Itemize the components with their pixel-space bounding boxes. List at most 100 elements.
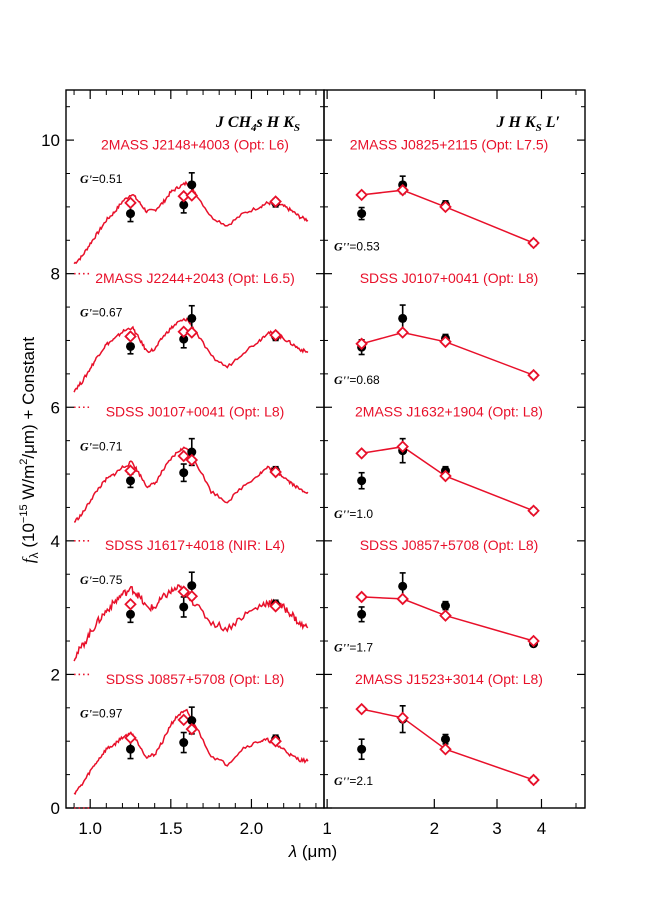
- left-model-magnitude: [177, 449, 190, 463]
- right-stat-value: =0.68: [349, 373, 380, 387]
- right-observed-point: [398, 313, 408, 323]
- left-observed-point: [179, 334, 189, 344]
- left-observed-point: [179, 468, 189, 478]
- left-observed-point: [179, 738, 189, 748]
- y-tick-label: 8: [51, 265, 60, 284]
- left-observed-point: [187, 581, 197, 591]
- right-stat-symbol: G'': [334, 240, 350, 254]
- right-stat-value: =0.53: [349, 240, 380, 254]
- left-model-magnitude: [185, 189, 199, 202]
- right-model-magnitude: [439, 200, 452, 214]
- right-model-line: [361, 445, 534, 512]
- right-model-magnitude: [396, 440, 409, 453]
- right-object-name: 2MASS J1523+3014 (Opt: L8): [355, 671, 543, 687]
- right-x-tick-label: 2: [430, 819, 439, 838]
- right-model-magnitude: [355, 337, 368, 351]
- left-model-magnitude: [124, 196, 137, 210]
- left-object-name: SDSS J0857+5708 (Opt: L8): [106, 671, 285, 687]
- right-stat-symbol: G'': [334, 774, 350, 788]
- right-stat-symbol: G'': [334, 373, 350, 387]
- right-model-magnitude: [527, 634, 540, 648]
- left-observed-point: [179, 602, 189, 612]
- right-observed-point: [357, 744, 367, 754]
- right-object-name: SDSS J0107+0041 (Opt: L8): [360, 270, 539, 286]
- right-object-name: SDSS J0857+5708 (Opt: L8): [360, 537, 539, 553]
- right-model-magnitude: [396, 711, 409, 725]
- left-observed-point: [187, 716, 197, 726]
- right-model-magnitude: [439, 742, 452, 756]
- left-observed-point: [126, 209, 135, 219]
- right-observed-point: [357, 609, 367, 619]
- left-model-magnitude: [177, 585, 190, 598]
- right-object-name: 2MASS J1632+1904 (Opt: L8): [355, 404, 543, 420]
- left-object-name: 2MASS J2148+4003 (Opt: L6): [101, 136, 289, 152]
- right-goodness-stat: G''=0.53: [334, 240, 380, 254]
- left-observed-point: [187, 313, 197, 323]
- left-model-magnitude: [185, 590, 199, 603]
- right-stat-symbol: G'': [334, 640, 350, 654]
- right-observed-point: [398, 581, 408, 591]
- right-model-magnitude: [355, 702, 368, 716]
- right-observed-point: [440, 601, 450, 611]
- left-stat-symbol: G': [80, 439, 93, 453]
- right-x-tick-label: 1: [322, 819, 331, 838]
- right-model-magnitude: [527, 368, 540, 382]
- left-object-name: SDSS J1617+4018 (NIR: L4): [105, 537, 285, 553]
- left-object-name: SDSS J0107+0041 (Opt: L8): [106, 404, 285, 420]
- left-goodness-stat: G'=0.75: [80, 573, 123, 587]
- right-model-magnitude: [439, 609, 452, 622]
- left-stat-symbol: G': [80, 306, 93, 320]
- left-model-magnitude: [269, 195, 282, 208]
- left-model-magnitude: [124, 330, 137, 343]
- y-tick-label: 2: [51, 665, 60, 684]
- left-goodness-stat: G'=0.51: [80, 172, 123, 186]
- right-stat-symbol: G'': [334, 507, 350, 521]
- right-model-magnitude: [527, 504, 540, 518]
- right-model-magnitude: [355, 447, 368, 460]
- right-observed-point: [440, 734, 450, 744]
- right-stat-value: =1.7: [349, 640, 373, 654]
- right-model-magnitude: [439, 335, 452, 349]
- right-stat-value: =2.1: [349, 774, 373, 788]
- left-observed-point: [126, 341, 135, 351]
- left-model-magnitude: [185, 722, 199, 736]
- left-observed-point: [126, 744, 135, 754]
- left-x-tick-label: 1.5: [159, 819, 183, 838]
- right-model-magnitude: [527, 773, 540, 787]
- left-stat-symbol: G': [80, 573, 93, 587]
- y-tick-label: 6: [51, 398, 60, 417]
- y-tick-label: 4: [51, 532, 60, 551]
- left-object-name: 2MASS J2244+2043 (Opt: L6.5): [95, 270, 295, 286]
- right-goodness-stat: G''=2.1: [334, 774, 373, 788]
- left-observed-point: [187, 180, 197, 190]
- left-stat-symbol: G': [80, 172, 93, 186]
- left-stat-value: =0.51: [92, 172, 123, 186]
- left-x-tick-label: 1.0: [78, 819, 102, 838]
- left-x-tick-label: 2.0: [240, 819, 264, 838]
- right-goodness-stat: G''=1.0: [334, 507, 373, 521]
- right-observed-point: [357, 476, 367, 486]
- left-stat-value: =0.75: [92, 573, 123, 587]
- right-model-line: [361, 596, 534, 642]
- left-stat-value: =0.97: [92, 706, 123, 720]
- right-model-line: [361, 189, 534, 244]
- x-axis-label: λ (μm): [288, 842, 337, 861]
- right-panel-frame: [323, 89, 586, 809]
- left-model-magnitude: [177, 713, 190, 727]
- panel-frames: [65, 89, 586, 809]
- left-model-magnitude: [269, 328, 282, 342]
- left-model-magnitude: [177, 325, 190, 339]
- left-goodness-stat: G'=0.97: [80, 706, 123, 720]
- y-tick-label: 10: [41, 131, 60, 150]
- left-filters-label: J CH4s H KS: [215, 114, 300, 134]
- right-model-magnitude: [396, 592, 409, 606]
- right-model-line: [361, 331, 534, 376]
- right-goodness-stat: G''=1.7: [334, 640, 373, 654]
- left-model-magnitude: [269, 465, 282, 479]
- left-model-magnitude: [185, 453, 199, 467]
- left-stat-symbol: G': [80, 706, 93, 720]
- left-stat-value: =0.71: [92, 439, 123, 453]
- left-model-magnitude: [124, 731, 137, 745]
- right-x-tick-label: 4: [537, 819, 546, 838]
